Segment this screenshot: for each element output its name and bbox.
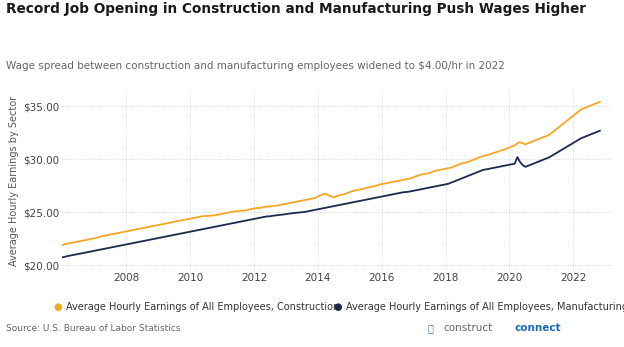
Text: 📊: 📊 bbox=[427, 323, 433, 333]
Text: Wage spread between construction and manufacturing employees widened to $4.00/hr: Wage spread between construction and man… bbox=[6, 61, 505, 71]
Text: ●: ● bbox=[334, 302, 343, 312]
Text: Average Hourly Earnings of All Employees, Manufacturing: Average Hourly Earnings of All Employees… bbox=[346, 302, 624, 312]
Y-axis label: Average Hourly Earnings by Sector: Average Hourly Earnings by Sector bbox=[9, 95, 19, 265]
Text: Record Job Opening in Construction and Manufacturing Push Wages Higher: Record Job Opening in Construction and M… bbox=[6, 2, 586, 16]
Text: connect: connect bbox=[515, 323, 562, 333]
Text: Source: U.S. Bureau of Labor Statistics: Source: U.S. Bureau of Labor Statistics bbox=[6, 324, 181, 333]
Text: construct: construct bbox=[443, 323, 492, 333]
Text: Average Hourly Earnings of All Employees, Construction: Average Hourly Earnings of All Employees… bbox=[66, 302, 339, 312]
Text: ●: ● bbox=[53, 302, 62, 312]
